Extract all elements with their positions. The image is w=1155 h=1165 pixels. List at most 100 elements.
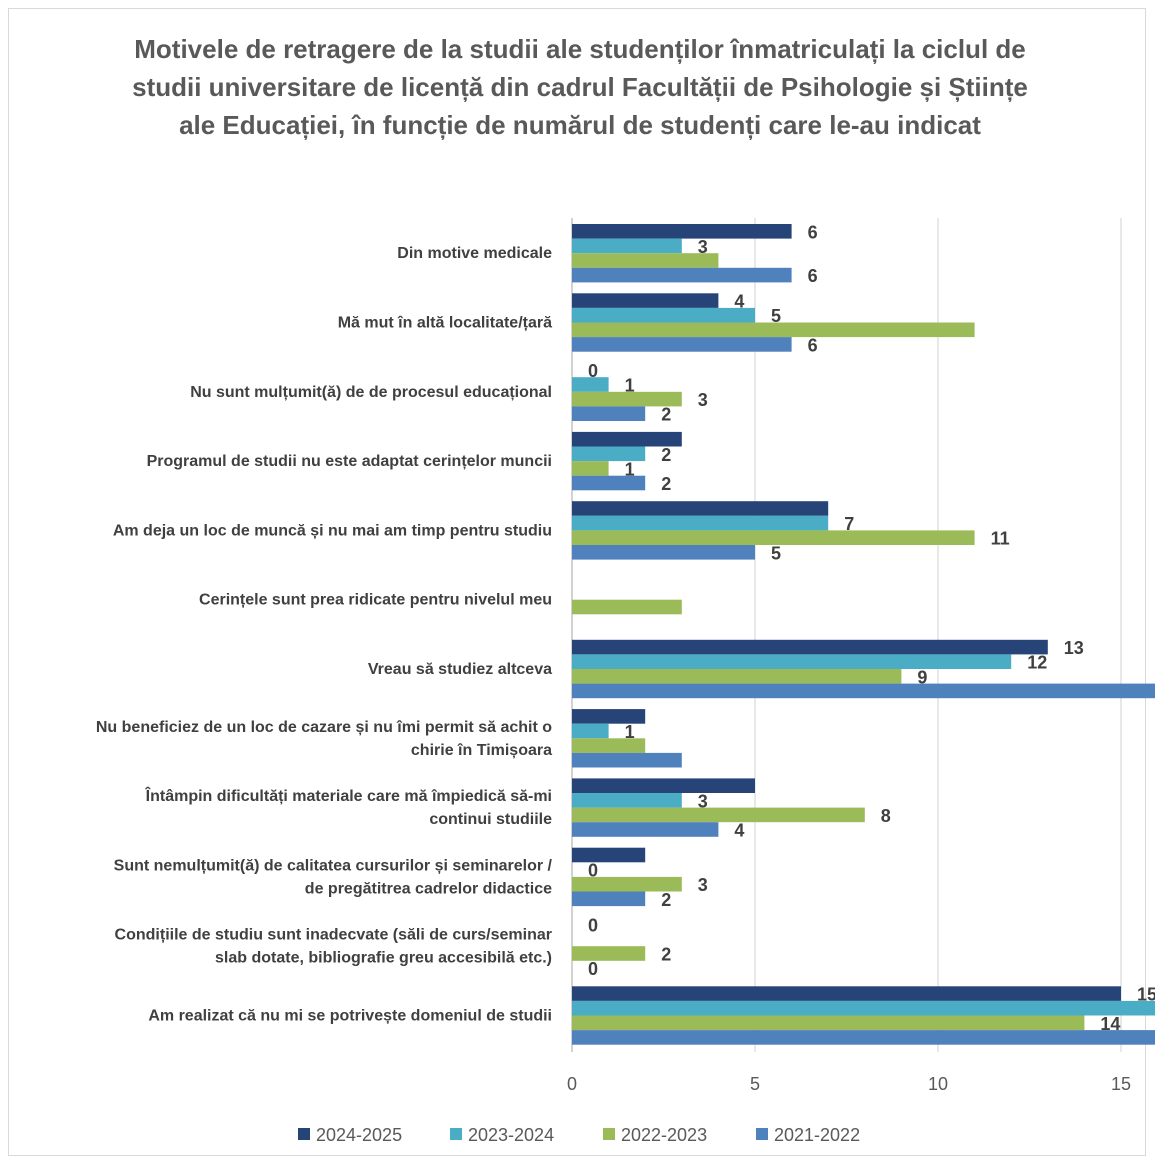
legend: 2024-2025 2023-2024 2022-2023 2021-2022	[298, 1125, 860, 1145]
bar	[572, 253, 719, 268]
gridlines	[571, 218, 1122, 1052]
bar	[572, 431, 682, 447]
category-label: Nu sunt mulțumit(ă) de de procesul educa…	[190, 384, 552, 401]
data-label: 2	[661, 445, 671, 465]
legend-label: 2021-2022	[774, 1125, 860, 1145]
data-label: 4	[734, 292, 744, 312]
legend-swatch	[603, 1128, 615, 1140]
category-label: Programul de studii nu este adaptat ceri…	[147, 453, 552, 470]
bars	[572, 224, 1155, 1045]
bar	[572, 822, 719, 837]
bar	[572, 267, 792, 283]
bar	[572, 501, 829, 516]
data-label: 9	[917, 667, 927, 687]
bar	[572, 1015, 1085, 1031]
data-label: 6	[808, 222, 818, 242]
x-axis-ticks: 051015202530	[567, 1074, 1131, 1094]
data-label: 15	[1137, 985, 1155, 1005]
legend-swatch	[756, 1128, 768, 1140]
bar	[572, 238, 682, 254]
bar	[572, 654, 1012, 669]
category-label: slab dotate, bibliografie greu accesibil…	[215, 950, 552, 967]
category-label: Vreau să studiez altceva	[368, 661, 552, 678]
data-label: 0	[588, 361, 598, 381]
data-label: 1	[625, 722, 635, 742]
category-label: continui studiile	[429, 811, 552, 828]
category-label: Sunt nemulțumit(ă) de calitatea cursuril…	[114, 857, 553, 874]
category-label: chirie în Timișoara	[411, 742, 552, 759]
data-label: 1	[625, 459, 635, 479]
bar	[572, 391, 682, 407]
chart-title: Motivele de retragere de la studii ale s…	[132, 34, 1028, 140]
bar	[572, 530, 975, 545]
bar	[572, 807, 865, 823]
bar	[572, 337, 792, 352]
legend-label: 2024-2025	[316, 1125, 402, 1145]
data-label: 2	[661, 890, 671, 910]
category-label: Din motive medicale	[397, 245, 552, 262]
chart-frame	[8, 8, 1146, 1156]
bar	[572, 293, 719, 308]
x-tick-label: 0	[567, 1074, 577, 1094]
category-label: Am deja un loc de muncă și nu mai am tim…	[113, 522, 552, 539]
legend-label: 2023-2024	[468, 1125, 554, 1145]
bar	[572, 946, 646, 961]
bar	[572, 1030, 1155, 1045]
category-labels: Din motive medicale Mă mut în altă locali…	[96, 245, 553, 1024]
legend-label: 2022-2023	[621, 1125, 707, 1145]
bar	[572, 752, 682, 768]
legend-swatch	[450, 1128, 462, 1140]
data-label: 2	[661, 474, 671, 494]
bar	[572, 406, 646, 421]
category-label: Nu beneficiez de un loc de cazare și nu …	[96, 719, 552, 736]
bar	[572, 778, 755, 793]
category-label: Mă mut în altă localitate/țară	[338, 315, 552, 332]
bar	[572, 377, 609, 392]
data-label: 7	[844, 514, 854, 534]
bar	[572, 709, 646, 724]
data-label: 6	[808, 335, 818, 355]
data-label: 6	[808, 266, 818, 286]
bar	[572, 446, 646, 462]
legend-swatch	[298, 1128, 310, 1140]
x-tick-label: 10	[928, 1074, 948, 1094]
bar	[572, 322, 975, 338]
data-label: 3	[698, 791, 708, 811]
data-label: 1	[625, 376, 635, 396]
category-label: Am realizat că nu mi se potrivește domen…	[148, 1008, 552, 1025]
data-label: 5	[771, 306, 781, 326]
data-label: 0	[588, 861, 598, 881]
data-label: 4	[734, 821, 744, 841]
data-label: 3	[698, 875, 708, 895]
value-labels: 6364560132212711513129181384032020151814…	[588, 222, 1155, 1034]
bar	[572, 876, 682, 892]
data-label: 3	[698, 390, 708, 410]
data-label: 13	[1064, 638, 1084, 658]
bar	[572, 723, 609, 739]
data-label: 14	[1100, 1014, 1120, 1034]
bar	[572, 461, 609, 476]
data-label: 12	[1027, 653, 1047, 673]
bar	[572, 683, 1155, 699]
data-label: 0	[588, 959, 598, 979]
bar	[572, 639, 1048, 655]
bar	[572, 738, 646, 753]
bar	[572, 515, 829, 531]
bar	[572, 545, 755, 560]
data-label: 2	[661, 405, 671, 425]
bar	[572, 986, 1121, 1001]
bar	[572, 599, 682, 615]
bar	[572, 307, 755, 323]
data-label: 0	[588, 915, 598, 935]
category-label: de pregătitrea cadrelor didactice	[305, 880, 552, 897]
bar	[572, 891, 646, 907]
bar	[572, 224, 792, 239]
x-tick-label: 15	[1111, 1074, 1131, 1094]
bar	[572, 847, 646, 863]
x-tick-label: 5	[750, 1074, 760, 1094]
data-label: 3	[698, 237, 708, 257]
category-label: Cerințele sunt prea ridicate pentru nive…	[199, 592, 552, 609]
bar	[572, 669, 902, 684]
data-label: 5	[771, 543, 781, 563]
